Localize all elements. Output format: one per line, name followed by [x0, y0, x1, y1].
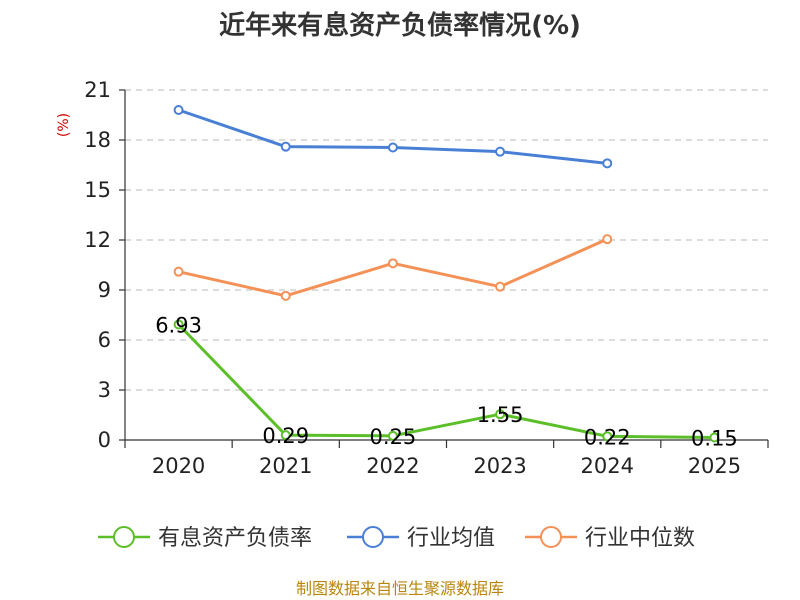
legend-item[interactable]: 行业中位数: [525, 526, 695, 551]
y-tick-label: 15: [84, 178, 111, 202]
data-point: [387, 430, 398, 441]
x-tick-label: 2024: [581, 454, 634, 478]
x-tick-label: 2022: [366, 454, 419, 478]
data-point: [495, 281, 506, 292]
legend-item[interactable]: 有息资产负债率: [98, 526, 312, 551]
x-tick-label: 2020: [152, 454, 205, 478]
data-point: [280, 290, 291, 301]
x-tick-label: 2021: [259, 454, 312, 478]
legend[interactable]: 有息资产负债率 行业均值 行业中位数: [98, 526, 695, 551]
series-line: [178, 108, 608, 165]
data-point: [387, 142, 398, 153]
series-line: [177, 323, 715, 439]
data-point: [280, 430, 291, 441]
y-tick-label: 0: [98, 428, 111, 452]
data-label: 0.25: [370, 425, 417, 449]
data-label: 6.93: [155, 314, 202, 338]
data-point: [173, 105, 184, 115]
x-tick-label: 2023: [473, 454, 526, 478]
data-point: [602, 431, 613, 442]
legend-item[interactable]: 行业均值: [347, 526, 495, 551]
chart-title: 近年来有息资产负债率情况(%): [219, 10, 581, 41]
data-labels: 6.93 0.29 0.25 1.55 0.22 0.15: [155, 314, 738, 451]
data-point: [495, 146, 506, 157]
y-tick-label: 12: [84, 228, 111, 252]
y-tick-label: 9: [98, 278, 111, 302]
data-point: [173, 319, 184, 330]
data-label: 0.29: [262, 424, 309, 448]
data-point: [602, 158, 613, 169]
grid-lines: [125, 89, 768, 391]
y-tick-label: 18: [84, 128, 111, 152]
data-point: [173, 266, 184, 277]
axes: 0 3 6 9 12 15 18 21 2020 2021 2022 2023 2024 2025: [84, 78, 769, 478]
y-tick-label: 6: [98, 328, 111, 352]
legend-label: 有息资产负债率: [158, 526, 312, 551]
data-point: [280, 141, 291, 152]
series-layer: [173, 105, 720, 443]
data-point: [495, 409, 506, 420]
data-point: [387, 258, 398, 269]
legend-marker: [362, 526, 384, 548]
y-axis-unit: (%): [56, 113, 72, 137]
legend-marker: [540, 526, 562, 548]
data-label: 0.22: [584, 425, 631, 449]
data-point: [709, 432, 720, 443]
legend-marker: [113, 526, 135, 548]
x-tick-label: 2025: [688, 454, 741, 478]
data-label: 0.15: [691, 427, 738, 451]
y-tick-label: 21: [84, 78, 111, 102]
legend-label: 行业中位数: [585, 526, 695, 551]
data-label: 1.55: [477, 403, 524, 427]
legend-label: 行业均值: [407, 526, 495, 551]
y-tick-label: 3: [98, 378, 111, 402]
data-source-note: 制图数据来自恒生聚源数据库: [296, 579, 504, 598]
data-point: [602, 234, 613, 245]
